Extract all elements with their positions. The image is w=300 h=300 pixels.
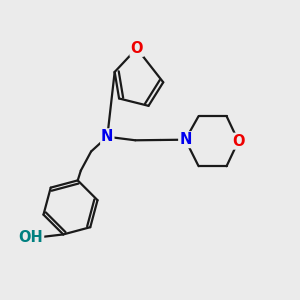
Text: OH: OH	[19, 230, 43, 245]
Text: N: N	[179, 132, 191, 147]
Text: O: O	[232, 134, 244, 149]
Text: N: N	[101, 129, 113, 144]
Text: O: O	[130, 41, 143, 56]
